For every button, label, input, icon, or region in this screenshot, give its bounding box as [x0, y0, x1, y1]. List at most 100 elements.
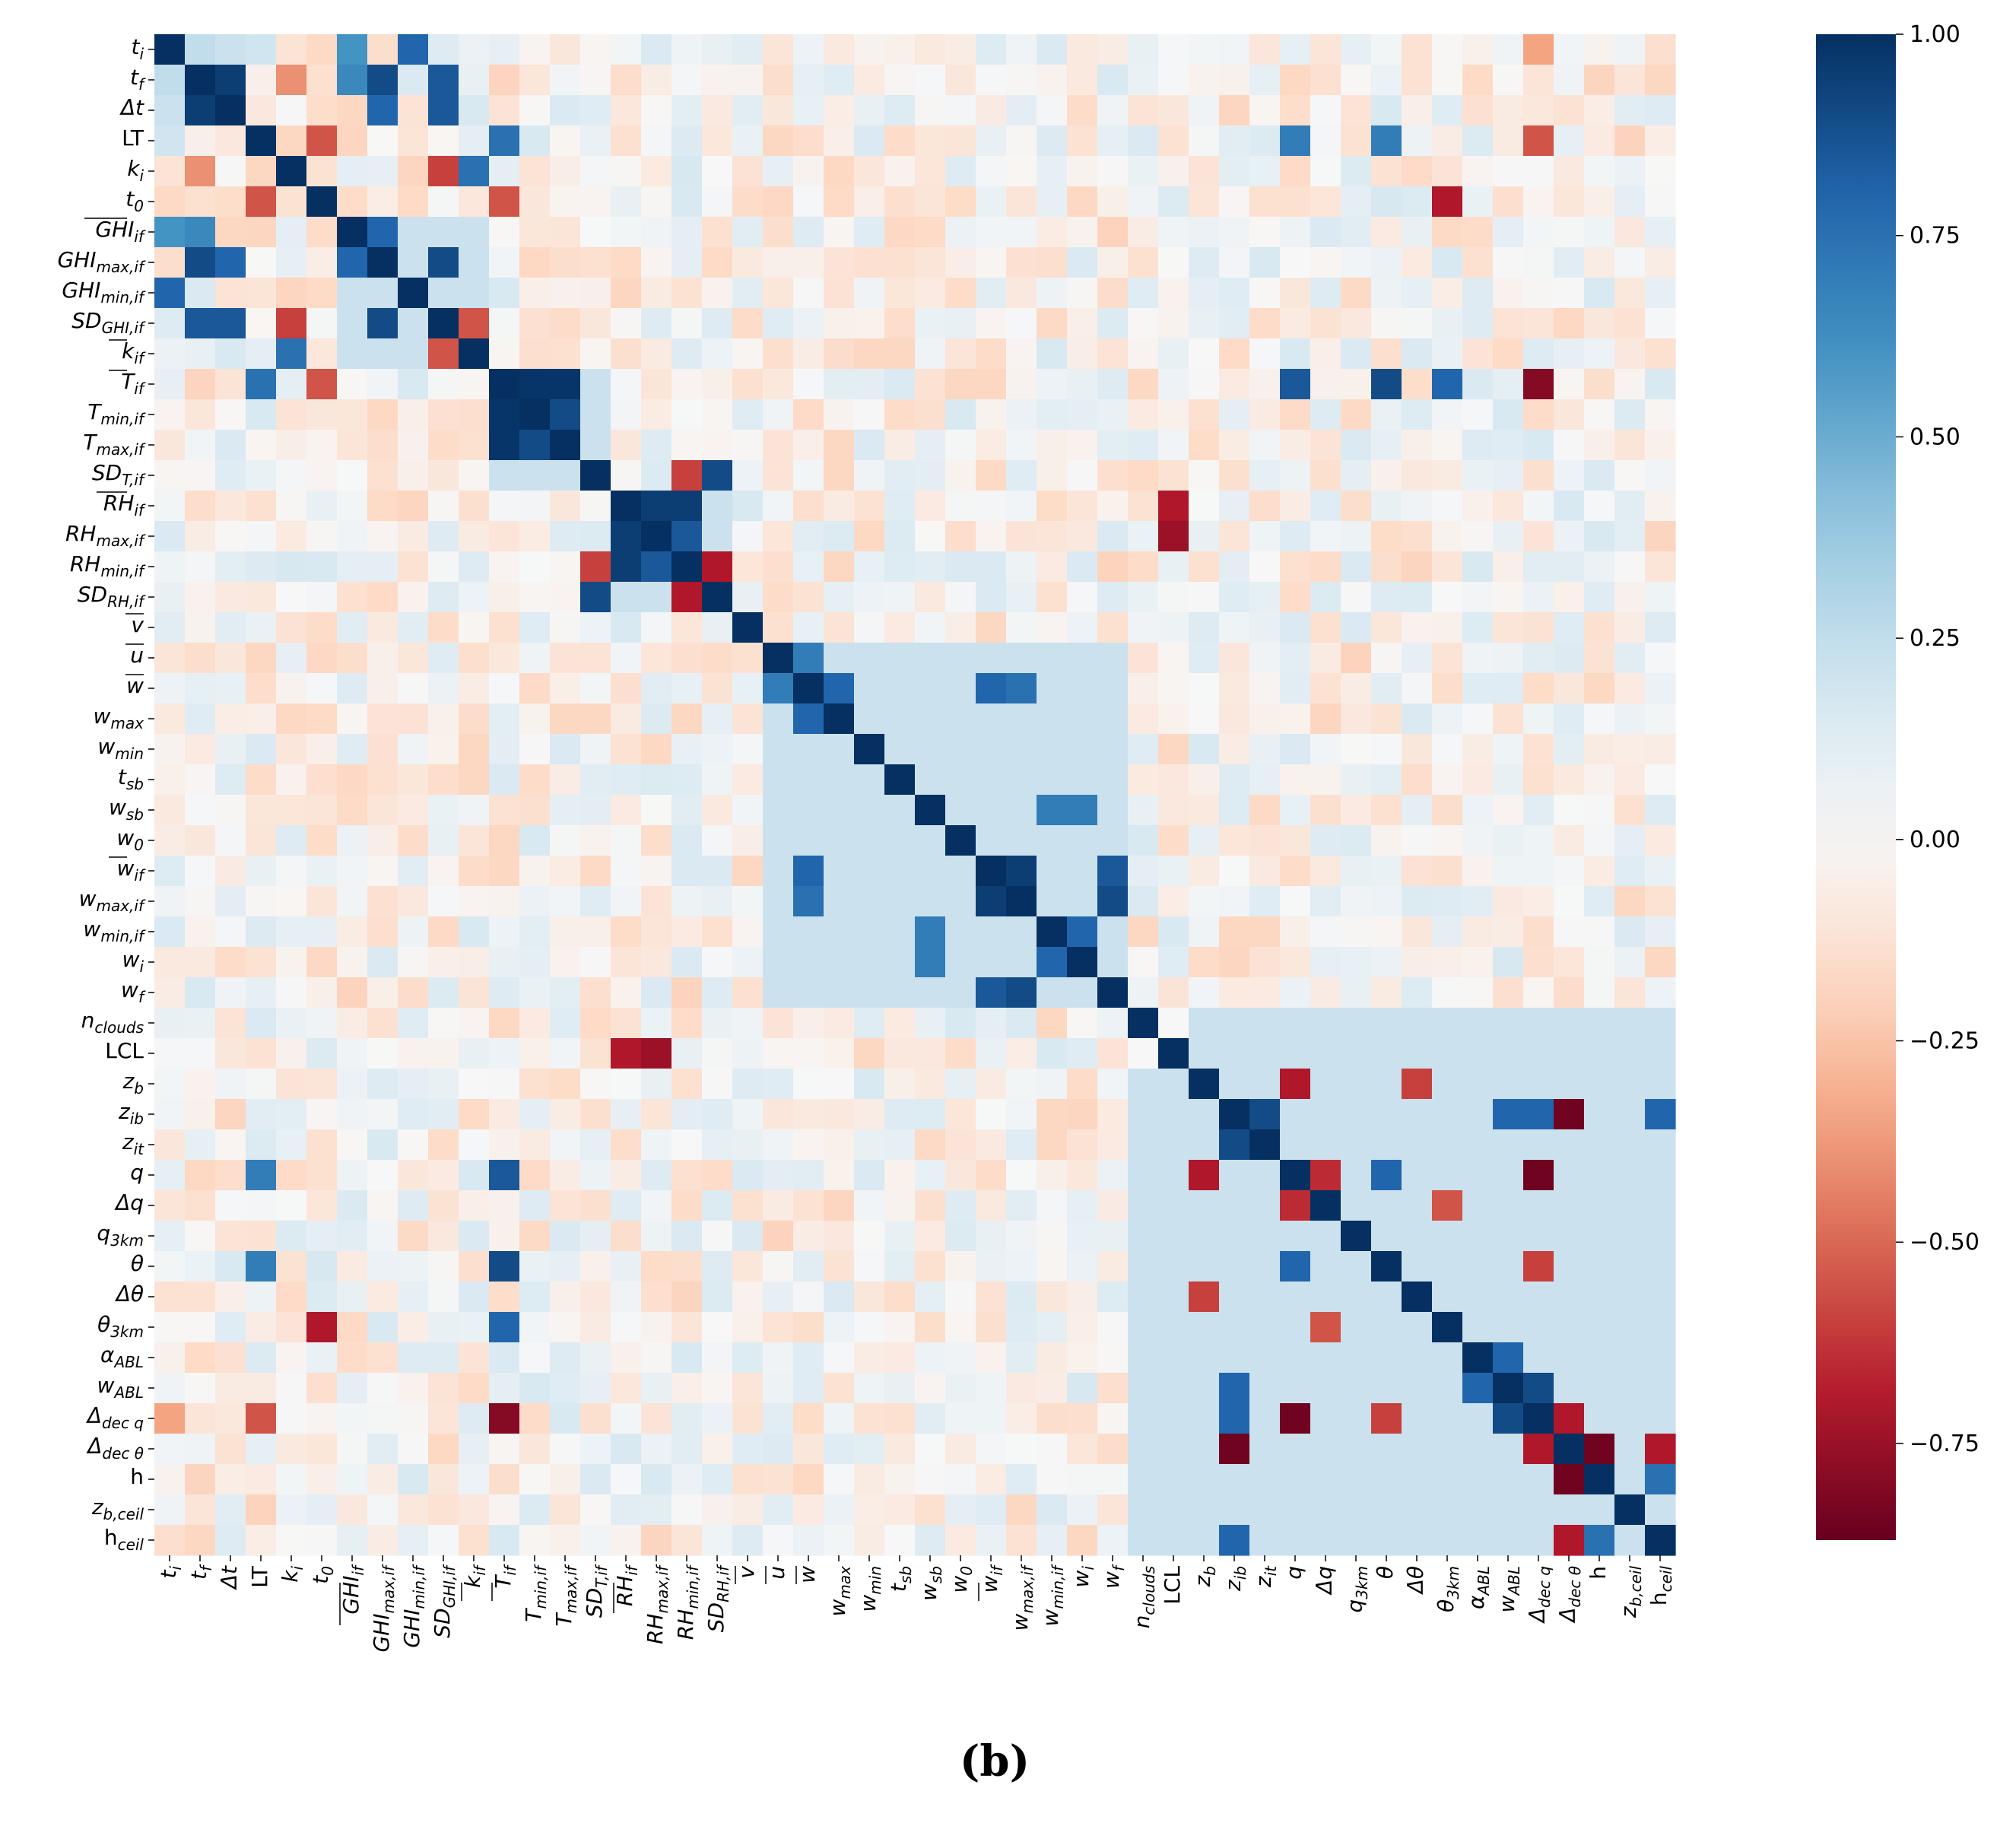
x-tick-label: ki [278, 1566, 306, 1583]
heatmap-cell [1614, 977, 1646, 1008]
heatmap-cell [1097, 125, 1129, 157]
heatmap-cell [1128, 612, 1159, 643]
heatmap-cell [398, 764, 429, 796]
heatmap-cell [641, 734, 672, 765]
heatmap-cell [763, 1038, 794, 1069]
heatmap-cell [519, 217, 551, 248]
heatmap-cell [1006, 673, 1037, 704]
heatmap-cell [1189, 764, 1220, 796]
heatmap-cell [550, 825, 581, 856]
heatmap-cell [702, 703, 733, 735]
heatmap-cell [1219, 1373, 1250, 1404]
heatmap-cell [611, 217, 642, 248]
x-tick-label-group: wmin,if [1038, 1564, 1067, 1627]
heatmap-cell [580, 460, 611, 491]
heatmap-cell [641, 399, 672, 430]
heatmap-cell [489, 764, 520, 796]
heatmap-cell [246, 1342, 277, 1374]
heatmap-cell [611, 1129, 642, 1161]
heatmap-cell [246, 95, 277, 126]
heatmap-cell [1158, 551, 1189, 583]
heatmap-cell [1432, 430, 1463, 461]
heatmap-cell [215, 1221, 246, 1252]
heatmap-cell [1432, 156, 1463, 187]
y-tick-label: q3km [97, 1221, 144, 1250]
heatmap-cell [1280, 217, 1311, 248]
heatmap-cell [1371, 734, 1402, 765]
heatmap-cell [732, 673, 764, 704]
heatmap-cell [824, 916, 855, 948]
heatmap-cell [793, 1434, 824, 1465]
heatmap-cell [732, 764, 764, 796]
heatmap-cell [1006, 643, 1037, 674]
x-tick-label-group: zit [1251, 1565, 1280, 1588]
heatmap-cell [550, 795, 581, 826]
heatmap-cell [306, 1008, 338, 1039]
heatmap-cell [763, 764, 794, 796]
heatmap-cell [1310, 582, 1341, 613]
heatmap-cell [884, 1281, 916, 1313]
heatmap-cell [246, 247, 277, 278]
heatmap-cell [367, 795, 398, 826]
heatmap-cell [1219, 460, 1250, 491]
heatmap-cell [1645, 825, 1676, 856]
heatmap-cell [976, 1281, 1007, 1313]
heatmap-cell [976, 916, 1007, 948]
heatmap-cell [337, 612, 368, 643]
heatmap-cell [185, 1038, 216, 1069]
heatmap-cell [824, 278, 855, 309]
heatmap-cell [793, 369, 824, 400]
heatmap-cell [306, 703, 338, 735]
heatmap-cell [854, 734, 885, 765]
heatmap-cell [641, 278, 672, 309]
heatmap-cell [732, 217, 764, 248]
heatmap-cell [337, 1494, 368, 1526]
heatmap-cell [1462, 430, 1494, 461]
heatmap-cell [976, 186, 1007, 218]
heatmap-cell [1280, 1464, 1311, 1495]
heatmap-cell [732, 1129, 764, 1161]
x-tick-label: Tmax,if [551, 1564, 580, 1627]
heatmap-cell [854, 916, 885, 948]
heatmap-cell [824, 1525, 855, 1556]
heatmap-cell [793, 308, 824, 339]
heatmap-cell [702, 551, 733, 583]
heatmap-cell [1158, 1312, 1189, 1343]
x-tick-label: q3km [1342, 1566, 1371, 1613]
heatmap-cell [246, 1281, 277, 1313]
colorbar-tick-label: 0.50 [1910, 424, 1960, 450]
heatmap-cell [550, 1434, 581, 1465]
heatmap-cell [459, 1434, 490, 1465]
heatmap-cell [246, 1099, 277, 1130]
heatmap-cell [1158, 1099, 1189, 1130]
heatmap-cell [611, 916, 642, 948]
heatmap-cell [945, 278, 976, 309]
heatmap-cell [459, 1129, 490, 1161]
heatmap-cell [915, 764, 946, 796]
heatmap-cell [215, 186, 246, 218]
heatmap-cell [702, 1464, 733, 1495]
heatmap-cell [580, 947, 611, 978]
heatmap-cell [671, 1342, 703, 1374]
heatmap-cell [1341, 977, 1372, 1008]
heatmap-cell [428, 338, 459, 370]
heatmap-cell [671, 612, 703, 643]
heatmap-cell [1341, 1190, 1372, 1221]
heatmap-cell [1371, 703, 1402, 735]
heatmap-cell [976, 612, 1007, 643]
heatmap-cell [367, 369, 398, 400]
heatmap-cell [1584, 1251, 1615, 1282]
heatmap-cell [1067, 886, 1098, 917]
heatmap-cell [276, 1342, 307, 1374]
heatmap-cell [1432, 125, 1463, 157]
heatmap-cell [1432, 551, 1463, 583]
heatmap-cell [1189, 430, 1220, 461]
heatmap-cell [854, 1464, 885, 1495]
heatmap-cell [824, 156, 855, 187]
heatmap-cell [1280, 1129, 1311, 1161]
heatmap-cell [337, 1464, 368, 1495]
heatmap-cell [1249, 491, 1281, 522]
heatmap-cell [1219, 369, 1250, 400]
heatmap-cell [671, 1160, 703, 1191]
heatmap-cell [428, 460, 459, 491]
